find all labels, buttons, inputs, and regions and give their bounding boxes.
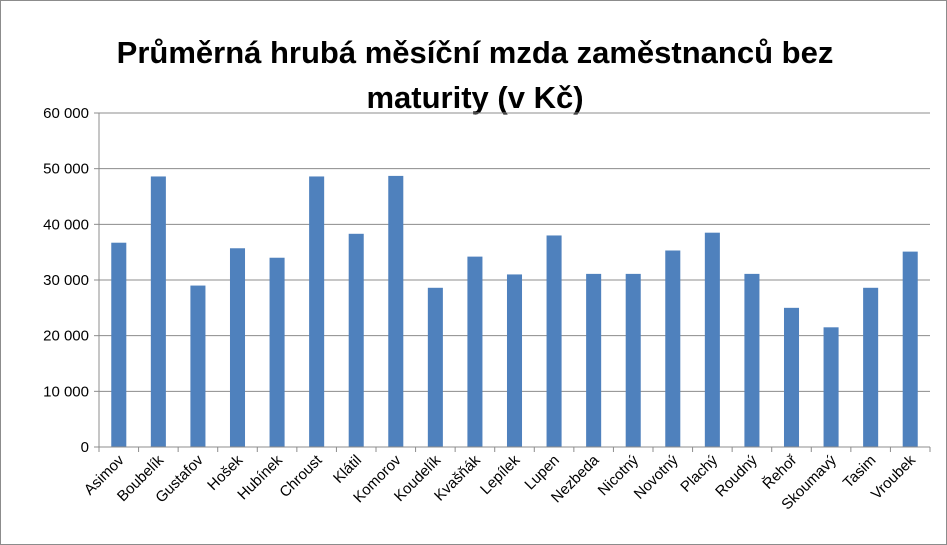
- x-tick-label: Lepílek: [477, 451, 524, 498]
- bar: [704, 232, 720, 447]
- x-tick-label: Novotný: [631, 451, 682, 502]
- bar: [427, 287, 443, 447]
- y-tick-label: 20 000: [43, 328, 89, 345]
- chart-title: Průměrná hrubá měsíční mzda zaměstnanců …: [116, 35, 834, 115]
- bar: [348, 233, 364, 447]
- bar: [111, 242, 127, 447]
- x-tick-label: Roudný: [712, 451, 761, 500]
- bar: [467, 256, 483, 447]
- y-tick-label: 0: [81, 439, 89, 456]
- bar: [902, 251, 918, 447]
- y-axis: 0 10 000 20 000 30 000 40 000 50 000 60 000: [43, 105, 100, 456]
- x-tick-label: Chroust: [276, 451, 326, 501]
- bar: [309, 176, 325, 447]
- bar: [823, 327, 839, 447]
- bar: [744, 273, 760, 447]
- x-tick-label: Klátil: [330, 452, 365, 487]
- x-tick-label: Vroubek: [868, 451, 919, 502]
- bar: [150, 176, 166, 447]
- bars: [111, 175, 918, 448]
- y-tick-label: 50 000: [43, 161, 89, 178]
- bar: [863, 287, 879, 447]
- bar: [229, 248, 246, 447]
- bar: [586, 273, 602, 447]
- y-tick-label: 60 000: [43, 105, 89, 122]
- bar: [190, 285, 206, 447]
- bar: [783, 307, 800, 447]
- bar: [546, 235, 562, 447]
- bar: [388, 175, 404, 448]
- bar: [506, 274, 523, 447]
- x-axis: AsimovBoubelíkGustafovHošekHubínekChrous…: [81, 446, 931, 513]
- x-tick-label: Hubínek: [234, 451, 286, 503]
- y-tick-label: 30 000: [43, 272, 89, 289]
- y-tick-label: 10 000: [43, 383, 89, 400]
- bar: [665, 250, 681, 447]
- y-tick-label: 40 000: [43, 216, 89, 233]
- bar: [269, 257, 285, 447]
- bar: [625, 273, 641, 447]
